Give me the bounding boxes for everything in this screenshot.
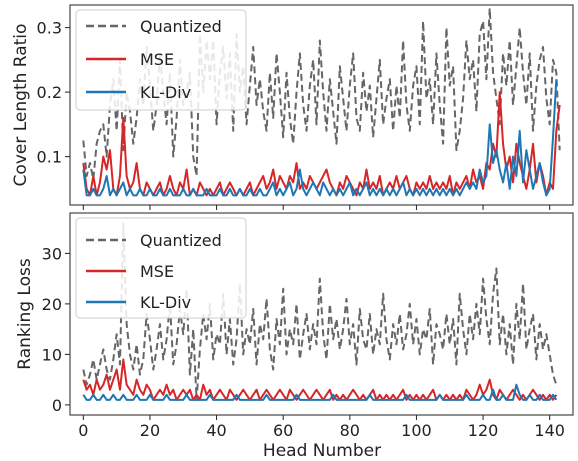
legend-top-label-kl-div: KL-Div — [140, 83, 191, 102]
panel-bottom-frame — [69, 212, 574, 416]
panel-bottom-plot-area: 0 10 20 30 0 20 40 60 80 100 120 140 — [42, 222, 565, 440]
legend-bottom: Quantized MSE KL-Div — [75, 217, 247, 319]
legend-top-box — [75, 9, 247, 111]
legend-top-label-quantized: Quantized — [140, 17, 222, 36]
x-tick-label-3: 60 — [273, 421, 293, 440]
y-tick-label-1-2: 20 — [42, 295, 62, 314]
legend-bottom-label-quantized: Quantized — [140, 231, 222, 250]
series-line-top-kl-div — [82, 79, 558, 197]
x-tick-label-6: 120 — [468, 421, 499, 440]
series-line-bottom-kl-div — [82, 383, 558, 401]
y-tick-label-1-0: 0 — [52, 396, 62, 415]
series-line-top-quantized — [82, 7, 561, 181]
y-axis-title-top: Cover Length Ratio — [11, 24, 31, 187]
y-axis-title-bottom: Ranking Loss — [15, 258, 35, 370]
x-tick-label-1: 20 — [140, 421, 160, 440]
x-tick-label-7: 140 — [534, 421, 565, 440]
series-line-bottom-mse — [82, 358, 558, 401]
x-tick-label-2: 40 — [206, 421, 226, 440]
series-line-bottom-quantized — [82, 222, 558, 401]
legend-bottom-label-kl-div: KL-Div — [140, 293, 191, 312]
x-tick-label-5: 100 — [401, 421, 432, 440]
y-tick-label-0-2: 0.3 — [37, 19, 62, 38]
legend-top-label-mse: MSE — [140, 50, 174, 69]
x-tick-label-0: 0 — [78, 421, 88, 440]
legend-bottom-box — [75, 217, 247, 319]
legend-bottom-label-mse: MSE — [140, 262, 174, 281]
y-tick-label-0-1: 0.2 — [37, 83, 62, 102]
y-tick-label-0-0: 0.1 — [37, 148, 62, 167]
y-tick-label-1-1: 10 — [42, 345, 62, 364]
legend-top: Quantized MSE KL-Div — [75, 9, 247, 111]
y-tick-label-1-3: 30 — [42, 244, 62, 263]
x-tick-label-4: 80 — [340, 421, 360, 440]
panel-top-frame — [69, 4, 574, 206]
panel-top-plot-area: 0.1 0.2 0.3 — [37, 7, 561, 210]
x-axis-title: Head Number — [263, 441, 381, 461]
